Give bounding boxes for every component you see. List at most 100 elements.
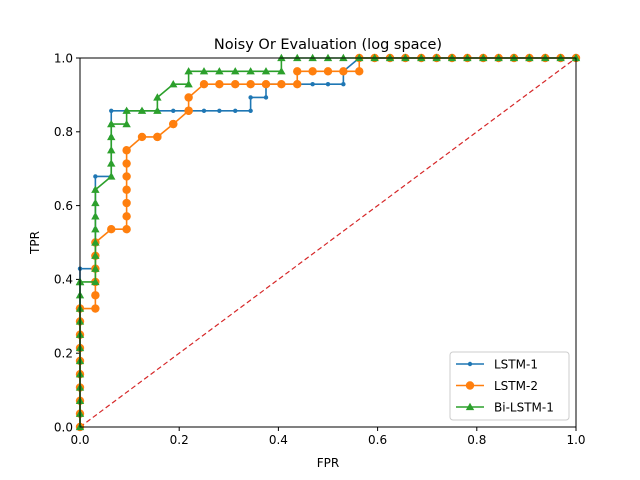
data-point-lstm-2-23 xyxy=(122,159,131,168)
data-point-bi-lstm-1-26 xyxy=(107,119,116,128)
data-point-lstm-2-39 xyxy=(293,79,302,89)
data-point-bi-lstm-1-34 xyxy=(184,67,193,75)
y-tick-label-4: 0.8 xyxy=(54,125,73,139)
data-point-bi-lstm-1-16 xyxy=(91,251,100,259)
data-point-bi-lstm-1-43 xyxy=(308,53,317,62)
data-point-lstm-2-37 xyxy=(261,79,271,89)
data-point-bi-lstm-1-50 xyxy=(417,53,426,62)
data-point-lstm-2-18 xyxy=(122,225,131,234)
data-point-lstm-2-41 xyxy=(308,67,317,76)
data-point-lstm-2-24 xyxy=(122,146,131,155)
data-point-lstm-1-33 xyxy=(201,108,207,113)
axis-ticks: 0.0 0.2 0.4 0.6 0.8 1.0 0.0 0.2 0.4 0.6 0.8 1.0 xyxy=(54,51,586,447)
data-point-bi-lstm-1-58 xyxy=(541,53,550,62)
data-point-lstm-2-34 xyxy=(215,79,224,89)
data-point-bi-lstm-1-32 xyxy=(169,79,178,88)
x-axis-label: FPR xyxy=(317,456,339,470)
data-point-bi-lstm-1-52 xyxy=(447,53,457,62)
plot-frame xyxy=(79,57,577,428)
legend-item-lstm-1: LSTM-1 xyxy=(456,357,538,371)
data-point-lstm-2-35 xyxy=(231,79,240,89)
data-point-lstm-2-38 xyxy=(277,79,286,89)
data-point-lstm-1-42 xyxy=(310,81,315,87)
data-point-lstm-2-43 xyxy=(339,67,348,76)
x-tick-label-2: 0.4 xyxy=(269,433,288,447)
data-point-bi-lstm-1-60 xyxy=(571,53,581,62)
data-point-lstm-1-44 xyxy=(341,81,346,87)
data-point-lstm-1-34 xyxy=(217,108,222,113)
data-point-bi-lstm-1-41 xyxy=(277,53,286,62)
data-point-bi-lstm-1-35 xyxy=(199,67,209,75)
data-point-bi-lstm-1-59 xyxy=(556,53,565,62)
legend: LSTM-1 LSTM-2 Bi-LSTM-1 xyxy=(449,351,570,421)
data-point-lstm-2-36 xyxy=(246,79,255,89)
data-point-lstm-2-29 xyxy=(169,119,178,129)
data-point-bi-lstm-1-46 xyxy=(355,53,364,62)
data-point-lstm-2-31 xyxy=(184,106,193,115)
data-point-lstm-2-17 xyxy=(107,225,116,234)
data-point-bi-lstm-1-37 xyxy=(231,67,240,75)
data-point-bi-lstm-1-42 xyxy=(293,53,302,62)
data-point-bi-lstm-1-57 xyxy=(525,53,534,62)
data-point-bi-lstm-1-22 xyxy=(107,172,116,180)
data-point-bi-lstm-1-31 xyxy=(153,93,162,101)
data-point-bi-lstm-1-21 xyxy=(91,185,100,193)
data-point-bi-lstm-1-45 xyxy=(339,53,348,62)
data-point-lstm-1-36 xyxy=(248,108,253,113)
data-point-lstm-2-33 xyxy=(199,79,209,89)
data-point-bi-lstm-1-54 xyxy=(479,53,488,62)
data-point-bi-lstm-1-20 xyxy=(91,198,100,207)
data-point-lstm-2-44 xyxy=(355,67,364,76)
data-point-bi-lstm-1-47 xyxy=(370,53,379,62)
data-point-lstm-2-25 xyxy=(137,132,147,142)
data-point-bi-lstm-1-44 xyxy=(323,53,333,62)
chart-title: Noisy Or Evaluation (log space) xyxy=(214,37,442,53)
data-point-bi-lstm-1-18 xyxy=(91,225,100,233)
y-tick-label-5: 1.0 xyxy=(54,51,73,65)
data-point-lstm-2-42 xyxy=(323,67,333,76)
data-point-bi-lstm-1-36 xyxy=(215,67,224,75)
y-tick-label-1: 0.2 xyxy=(54,347,73,361)
data-point-bi-lstm-1-23 xyxy=(107,159,116,167)
data-point-bi-lstm-1-29 xyxy=(137,106,147,114)
legend-label-0: LSTM-1 xyxy=(494,357,538,371)
data-point-lstm-1-43 xyxy=(325,81,331,87)
data-point-lstm-2-27 xyxy=(153,132,162,142)
data-point-bi-lstm-1-49 xyxy=(401,53,410,62)
data-point-bi-lstm-1-25 xyxy=(107,132,116,141)
x-tick-label-1: 0.2 xyxy=(170,433,189,447)
data-point-lstm-2-40 xyxy=(293,67,302,76)
data-point-lstm-2-12 xyxy=(91,291,100,300)
data-point-bi-lstm-1-56 xyxy=(509,53,519,62)
legend-box xyxy=(449,351,570,421)
data-point-lstm-2-19 xyxy=(122,212,131,221)
data-point-lstm-2-20 xyxy=(122,198,131,208)
data-point-bi-lstm-1-53 xyxy=(463,53,472,62)
data-point-lstm-1-26 xyxy=(109,108,114,113)
data-point-bi-lstm-1-19 xyxy=(91,212,100,220)
legend-marker-1 xyxy=(465,381,475,390)
legend-item-lstm-2: LSTM-2 xyxy=(456,379,538,393)
data-point-bi-lstm-1-17 xyxy=(91,238,100,246)
data-point-lstm-2-21 xyxy=(122,185,131,194)
legend-item-bi-lstm-1: Bi-LSTM-1 xyxy=(456,400,554,414)
data-point-bi-lstm-1-55 xyxy=(494,53,503,62)
data-point-bi-lstm-1-38 xyxy=(246,67,255,75)
data-point-lstm-1-37 xyxy=(248,95,253,100)
data-point-lstm-1-31 xyxy=(171,108,176,113)
data-point-bi-lstm-1-27 xyxy=(122,119,131,128)
y-axis-label: TPR xyxy=(28,231,42,255)
data-point-bi-lstm-1-40 xyxy=(277,67,286,75)
data-point-lstm-2-32 xyxy=(184,93,193,102)
data-point-lstm-2-11 xyxy=(91,304,100,313)
y-tick-label-2: 0.4 xyxy=(54,273,73,287)
x-tick-label-5: 1.0 xyxy=(566,433,585,447)
data-point-lstm-1-38 xyxy=(263,95,269,100)
legend-label-2: Bi-LSTM-1 xyxy=(494,400,554,414)
legend-label-1: LSTM-2 xyxy=(494,379,538,393)
y-tick-label-0: 0.0 xyxy=(54,420,73,434)
legend-marker-2 xyxy=(465,402,475,411)
x-tick-label-4: 0.8 xyxy=(467,433,486,447)
data-point-bi-lstm-1-48 xyxy=(385,53,395,62)
